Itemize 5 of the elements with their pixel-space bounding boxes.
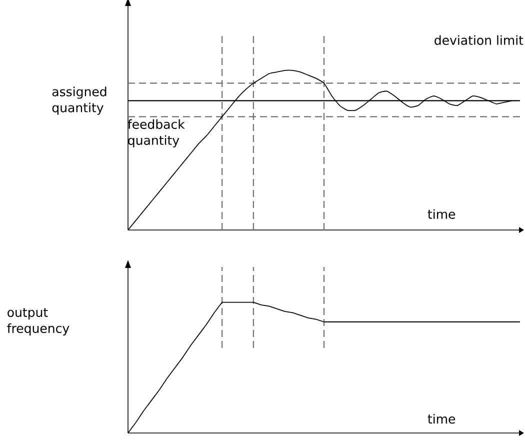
x-axis-title: time <box>428 209 456 219</box>
y-axis-title: output frequency <box>7 308 70 336</box>
text: deviation limit <box>434 35 524 45</box>
ref-line-label: assigned quantity <box>52 86 106 115</box>
x-axis-title: time <box>428 414 456 424</box>
